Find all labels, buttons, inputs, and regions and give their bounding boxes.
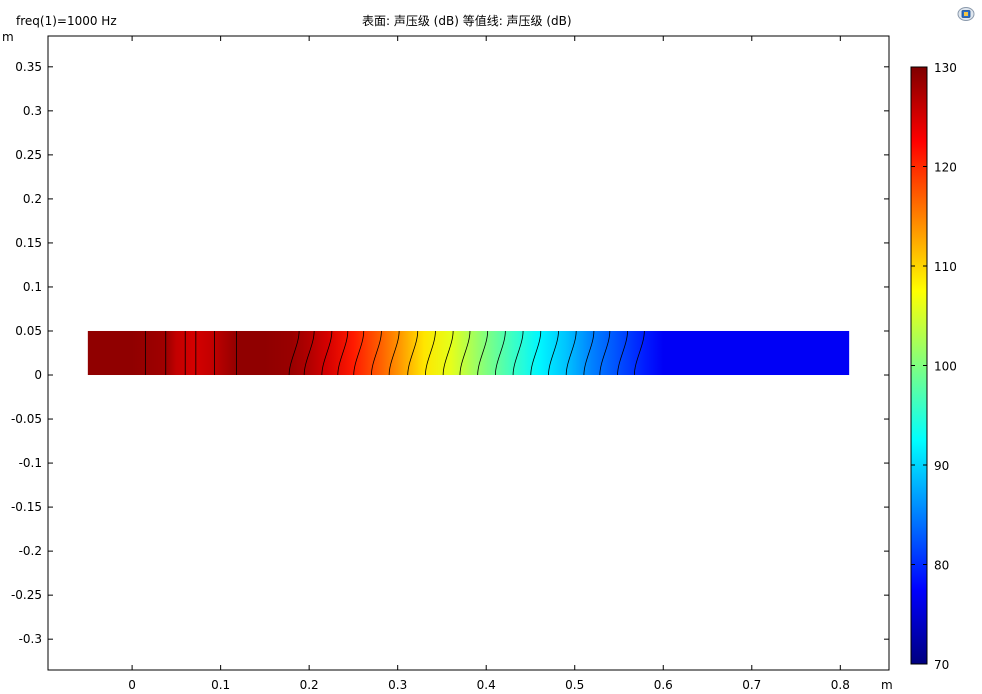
x-tick-label: 0.3 bbox=[388, 678, 407, 692]
contour-line bbox=[407, 330, 419, 376]
parameter-label: freq(1)=1000 Hz bbox=[16, 14, 117, 28]
contour-line bbox=[442, 330, 454, 376]
contour-line bbox=[321, 330, 333, 376]
contour-line bbox=[303, 330, 315, 376]
x-axis-unit-label: m bbox=[881, 678, 893, 692]
plot-title: 表面: 声压级 (dB) 等值线: 声压级 (dB) bbox=[362, 14, 572, 28]
contour-line bbox=[337, 330, 349, 376]
contour-line bbox=[288, 330, 300, 376]
x-tick-label: 0.4 bbox=[477, 678, 496, 692]
colorbar-tick-label: 100 bbox=[934, 360, 957, 374]
y-tick-label: -0.3 bbox=[19, 632, 42, 646]
x-axis: 0 0.1 0.2 0.3 0.4 0.5 0.6 0.7 0.8 bbox=[128, 36, 850, 692]
y-tick-label: -0.15 bbox=[11, 500, 42, 514]
plot-window-icon[interactable] bbox=[957, 6, 975, 22]
contour-line bbox=[459, 330, 471, 376]
contour-line bbox=[494, 330, 506, 376]
y-tick-label: 0.25 bbox=[15, 148, 42, 162]
colorbar-tick-label: 70 bbox=[934, 658, 949, 672]
y-tick-label: 0 bbox=[34, 368, 42, 382]
contour-line bbox=[617, 330, 628, 376]
x-tick-label: 0 bbox=[128, 678, 136, 692]
contour-line bbox=[512, 330, 524, 376]
y-tick-label: -0.1 bbox=[19, 456, 42, 470]
colorbar-tick-label: 110 bbox=[934, 260, 957, 274]
contour-line bbox=[599, 330, 611, 376]
x-tick-label: 0.6 bbox=[654, 678, 673, 692]
colorbar-tick-label: 80 bbox=[934, 559, 949, 573]
contour-line bbox=[388, 330, 400, 376]
y-axis-unit-label: m bbox=[2, 30, 14, 44]
y-tick-label: -0.05 bbox=[11, 412, 42, 426]
x-tick-label: 0.8 bbox=[831, 678, 850, 692]
contour-line bbox=[530, 330, 542, 376]
x-tick-label: 0.5 bbox=[565, 678, 584, 692]
contour-line bbox=[353, 330, 365, 376]
y-tick-label: -0.2 bbox=[19, 544, 42, 558]
y-tick-label: 0.1 bbox=[23, 280, 42, 294]
contour-line bbox=[371, 330, 382, 376]
surface-domain bbox=[87, 330, 850, 376]
surface-domain-layer bbox=[87, 330, 850, 376]
x-tick-label: 0.1 bbox=[211, 678, 230, 692]
colorbar: 130 120 110 100 90 80 70 bbox=[910, 61, 957, 672]
y-tick-label: -0.25 bbox=[11, 588, 42, 602]
contour-line bbox=[565, 330, 577, 376]
colorbar-tick-label: 90 bbox=[934, 459, 949, 473]
x-tick-label: 0.7 bbox=[742, 678, 761, 692]
contour-line bbox=[548, 330, 559, 376]
y-tick-label: 0.3 bbox=[23, 104, 42, 118]
y-tick-label: 0.05 bbox=[15, 324, 42, 338]
y-axis: 0.35 0.3 0.25 0.2 0.15 0.1 0.05 0 -0.05 -0.1 -0.15… bbox=[11, 60, 889, 646]
y-tick-label: 0.15 bbox=[15, 236, 42, 250]
y-tick-label: 0.35 bbox=[15, 60, 42, 74]
contour-line bbox=[425, 330, 436, 376]
colorbar-tick-label: 130 bbox=[934, 61, 957, 75]
contour-line bbox=[583, 330, 595, 376]
contour-line bbox=[633, 330, 645, 376]
contour-line bbox=[477, 330, 489, 376]
contour-layer bbox=[144, 330, 645, 376]
colorbar-tick-label: 120 bbox=[934, 161, 957, 175]
x-tick-label: 0.2 bbox=[300, 678, 319, 692]
y-tick-label: 0.2 bbox=[23, 192, 42, 206]
